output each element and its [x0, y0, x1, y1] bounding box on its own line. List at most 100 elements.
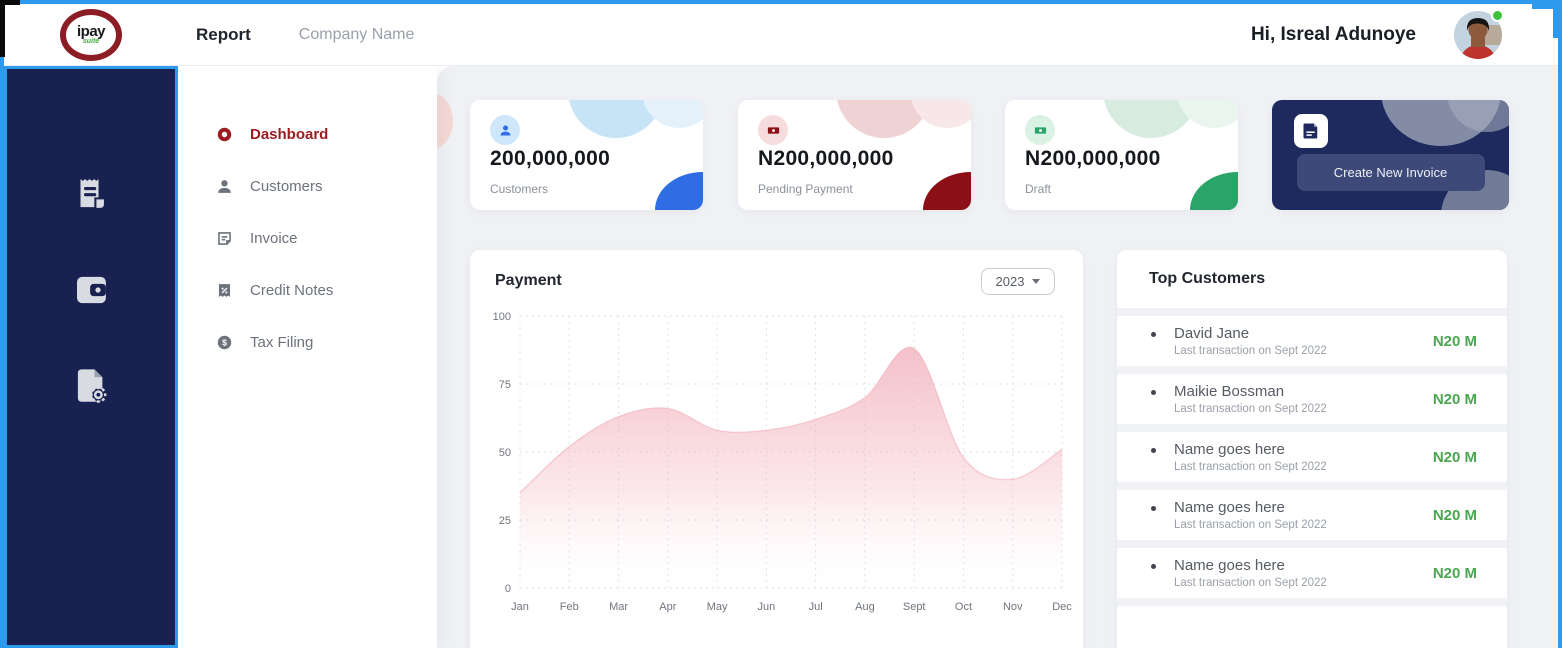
stat-value: N200,000,000 — [758, 147, 894, 170]
customer-row[interactable]: Maikie Bossman Last transaction on Sept … — [1117, 374, 1507, 424]
svg-text:100: 100 — [493, 311, 511, 323]
svg-text:Feb: Feb — [560, 601, 579, 613]
decorative-corner — [1190, 172, 1238, 210]
customer-row[interactable]: Name goes here Last transaction on Sept … — [1117, 548, 1507, 598]
stat-card-pending-payment: N200,000,000 Pending Payment — [738, 100, 971, 210]
decorative-circle — [910, 100, 971, 128]
banknote-icon — [758, 115, 788, 145]
sidebar-item-tax-filing[interactable]: $ Tax Filing — [178, 316, 437, 368]
year-dropdown[interactable]: 2023 — [981, 268, 1055, 295]
customer-name: David Jane — [1174, 325, 1250, 342]
selection-handle — [0, 5, 5, 57]
sidebar-item-label: Dashboard — [250, 125, 329, 143]
customer-name: Name goes here — [1174, 441, 1285, 458]
customer-last-transaction: Last transaction on Sept 2022 — [1174, 461, 1327, 473]
svg-text:Dec: Dec — [1052, 601, 1072, 613]
svg-text:Aug: Aug — [855, 601, 875, 613]
top-customers-title: Top Customers — [1149, 270, 1266, 287]
bullet-icon — [1151, 505, 1156, 511]
ipay-logo-ring: ipay suite — [60, 8, 122, 61]
svg-text:$: $ — [222, 337, 227, 347]
stat-label: Draft — [1025, 182, 1052, 196]
selection-handle — [1532, 2, 1560, 9]
sidebar-item-dashboard[interactable]: Dashboard — [178, 108, 437, 160]
wallet-icon[interactable] — [68, 267, 114, 313]
bullet-icon — [1151, 447, 1156, 453]
decorative-corner — [655, 172, 703, 210]
decorative-circle — [1177, 100, 1238, 128]
stat-label: Customers — [490, 182, 549, 196]
main-content: 200,000,000 Customers N200,000,000 Pendi… — [437, 66, 1558, 648]
chevron-down-icon — [1032, 279, 1041, 284]
stat-value: N200,000,000 — [1025, 147, 1161, 170]
sidebar-item-label: Credit Notes — [250, 281, 334, 299]
selection-handle — [1553, 2, 1560, 38]
credit-notes-icon — [214, 280, 234, 300]
icon-rail-sidebar — [4, 66, 178, 648]
person-icon — [490, 115, 520, 145]
customer-amount: N20 M — [1432, 448, 1477, 466]
invoice-icon — [214, 228, 234, 248]
stat-label: Pending Payment — [758, 182, 853, 196]
decorative-corner — [923, 172, 971, 210]
ipay-logo[interactable]: ipay suite — [56, 7, 126, 63]
tax-filing-icon: $ — [214, 332, 234, 352]
top-customers-card: Top Customers David Jane Last transactio… — [1117, 250, 1507, 648]
svg-text:Nov: Nov — [1003, 601, 1023, 613]
svg-text:Oct: Oct — [955, 601, 972, 613]
top-customers-header: Top Customers — [1117, 250, 1507, 308]
create-invoice-card: Create New Invoice — [1272, 100, 1509, 210]
customer-row[interactable]: Name goes here Last transaction on Sept … — [1117, 432, 1507, 482]
bullet-icon — [1151, 563, 1156, 569]
customer-row[interactable]: Name goes here Last transaction on Sept … — [1117, 490, 1507, 540]
payment-chart-card: Payment 2023 0 25 50 75 100 Jan Feb Mar Apr May Ju… — [470, 250, 1083, 648]
sidebar-item-label: Customers — [250, 177, 323, 195]
sidebar-item-label: Tax Filing — [250, 333, 314, 351]
user-greeting: Hi, Isreal Adunoye — [1250, 23, 1416, 45]
payment-area-chart: 0 25 50 75 100 Jan Feb Mar Apr May Jun Jul Aug Sept Oc… — [493, 311, 1072, 613]
customer-name: Maikie Bossman — [1174, 383, 1285, 400]
sidebar-item-customers[interactable]: Customers — [178, 160, 437, 212]
customer-last-transaction: Last transaction on Sept 2022 — [1174, 577, 1327, 589]
stat-card-customers: 200,000,000 Customers — [470, 100, 703, 210]
svg-text:Sept: Sept — [903, 601, 926, 613]
customer-last-transaction: Last transaction on Sept 2022 — [1174, 345, 1327, 357]
svg-text:Jan: Jan — [511, 601, 529, 613]
customer-row[interactable]: David Jane Last transaction on Sept 2022… — [1117, 316, 1507, 366]
stat-card-draft: N200,000,000 Draft — [1005, 100, 1238, 210]
sidebar-item-invoice[interactable]: Invoice — [178, 212, 437, 264]
svg-text:Apr: Apr — [659, 601, 676, 613]
sidebar-item-credit-notes[interactable]: Credit Notes — [178, 264, 437, 316]
customer-name: Name goes here — [1174, 557, 1285, 574]
create-new-invoice-button[interactable]: Create New Invoice — [1296, 154, 1485, 191]
bullet-icon — [1151, 389, 1156, 395]
customer-last-transaction: Last transaction on Sept 2022 — [1174, 519, 1327, 531]
sidebar-item-label: Invoice — [250, 229, 298, 247]
logo-sub-text: suite — [82, 37, 100, 45]
avatar[interactable] — [1454, 8, 1504, 59]
top-bar: ipay suite Report Company Name Hi, Isrea… — [4, 4, 1558, 66]
customer-last-transaction: Last transaction on Sept 2022 — [1174, 403, 1327, 415]
menu-sidebar: Dashboard Customers Invoice Credit Notes… — [178, 66, 437, 648]
svg-text:75: 75 — [499, 379, 511, 391]
nav-tab-company-name[interactable]: Company Name — [298, 25, 415, 43]
nav-tab-report[interactable]: Report — [196, 24, 251, 44]
dashboard-icon — [214, 124, 234, 144]
banknote-icon — [1025, 115, 1055, 145]
svg-text:50: 50 — [499, 447, 511, 459]
decorative-circle — [437, 92, 453, 150]
svg-text:Jul: Jul — [809, 601, 823, 613]
svg-text:25: 25 — [499, 515, 511, 527]
receipt-icon[interactable] — [68, 171, 114, 217]
online-status-dot — [1491, 8, 1504, 22]
svg-text:May: May — [707, 601, 728, 613]
customer-amount: N20 M — [1432, 332, 1477, 350]
logo-brand-text: ipay — [76, 22, 106, 40]
customer-amount: N20 M — [1432, 506, 1477, 524]
customer-amount: N20 M — [1432, 564, 1477, 582]
file-settings-icon[interactable] — [68, 363, 114, 409]
svg-text:0: 0 — [505, 583, 511, 595]
year-dropdown-value: 2023 — [995, 274, 1025, 289]
customer-amount: N20 M — [1432, 390, 1477, 408]
person-icon — [214, 176, 234, 196]
